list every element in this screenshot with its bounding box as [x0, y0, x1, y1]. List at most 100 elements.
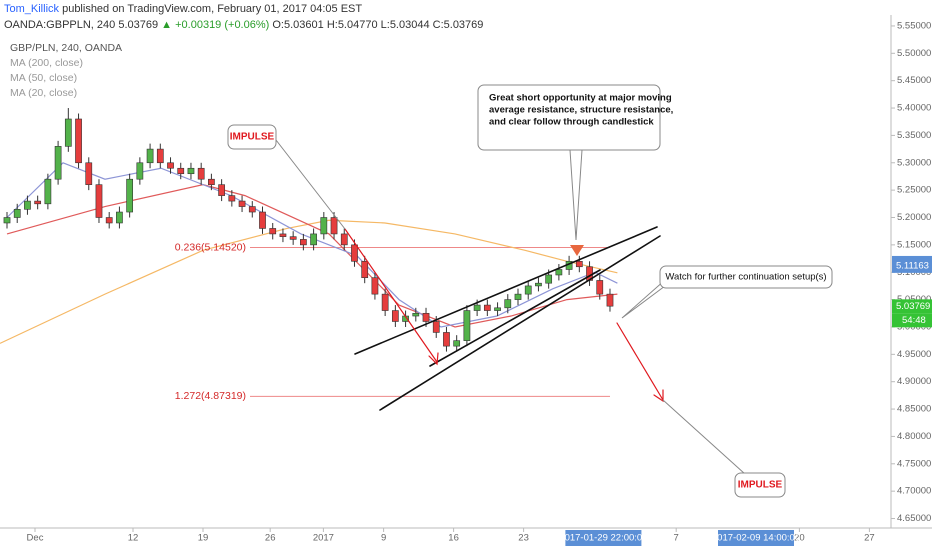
candle-body — [3, 217, 11, 224]
published: published on TradingView.com, February 0… — [62, 3, 362, 15]
candle-body — [208, 178, 215, 185]
candle-body — [545, 274, 553, 284]
candle-body — [575, 260, 583, 268]
candle-body — [504, 299, 512, 309]
callout-pointer — [621, 279, 666, 319]
x-highlight-label: 2017-02-09 14:00:00 — [712, 533, 800, 544]
x-tick-label: 26 — [265, 533, 276, 544]
symbol: OANDA:GBPPLN, 240 — [4, 19, 115, 31]
y-tick-label: 4.95000 — [897, 349, 931, 360]
candle-body — [422, 312, 430, 322]
candle-body — [156, 148, 164, 164]
header: Tom_Killick published on TradingView.com… — [4, 3, 362, 15]
price: 5.03769 — [118, 19, 158, 31]
candle-body — [44, 178, 52, 205]
candle-body — [443, 332, 450, 347]
trend-line — [429, 269, 601, 367]
low: L:5.03044 — [381, 19, 430, 31]
annotation: average resistance, structure resistance… — [489, 105, 673, 116]
y-tick-label: 5.35000 — [897, 130, 931, 141]
x-highlight — [565, 530, 642, 546]
plot — [0, 108, 618, 397]
x-tick-label: 9 — [381, 533, 386, 544]
candle-body — [463, 310, 471, 341]
quote: OANDA:GBPPLN, 240 5.03769 ▲ +0.00319 (+0… — [4, 19, 483, 31]
candle-body — [473, 304, 481, 311]
change: ▲ +0.00319 (+0.06%) — [161, 19, 269, 31]
candle-body — [524, 285, 532, 295]
candle-body — [75, 118, 82, 164]
y-tick-label: 4.65000 — [897, 513, 931, 524]
candle-body — [289, 236, 297, 240]
y-tick-label: 5.20000 — [897, 212, 931, 223]
candle-body — [95, 184, 103, 218]
author: Tom_Killick — [4, 3, 60, 15]
legend-entry: MA (20, close) — [10, 87, 77, 99]
down-marker — [570, 245, 584, 256]
candle-body — [187, 167, 195, 175]
y-tick-label: 5.45000 — [897, 75, 931, 86]
candle-body — [381, 293, 389, 311]
annotation: Watch for further continuation setup(s) — [665, 272, 826, 283]
callout-box — [477, 84, 661, 151]
annotation: Great short opportunity at major moving — [489, 93, 672, 104]
candle-body — [371, 277, 379, 295]
legend-entry: MA (50, close) — [10, 72, 77, 84]
fib-label: 0.236(5.14520) — [175, 241, 246, 253]
candle-body — [432, 321, 440, 333]
legend-entry: GBP/PLN, 240, OANDA — [10, 42, 122, 54]
arrow-head — [428, 352, 439, 366]
legend-entry: MA (200, close) — [10, 57, 83, 69]
candle-body — [412, 312, 420, 317]
trend-line — [379, 235, 661, 411]
candle-body — [85, 162, 93, 185]
candle-body — [279, 233, 287, 237]
trend-line — [354, 226, 658, 355]
candle-body — [351, 244, 358, 262]
x-tick-label: 27 — [864, 533, 875, 544]
y-tick-label: 4.75000 — [897, 458, 931, 469]
callout-line — [662, 399, 746, 475]
x-tick-label: 23 — [518, 533, 529, 544]
candle-body — [24, 200, 31, 210]
annotation: IMPULSE — [738, 480, 783, 491]
high: H:5.04770 — [327, 19, 378, 31]
candle-body — [330, 217, 338, 235]
x-tick-label: Dec — [27, 533, 44, 544]
candle-body — [535, 282, 542, 287]
y-tick-label: 5.50000 — [897, 48, 931, 59]
candle-body — [116, 211, 123, 224]
price-tag-label: 5.03769 — [896, 301, 930, 312]
y-tick-label: 4.70000 — [897, 486, 931, 497]
candle-body — [300, 239, 307, 246]
candle-body — [13, 208, 21, 218]
y-tick-label: 5.15000 — [897, 239, 931, 250]
candle-body — [228, 195, 236, 202]
y-tick-label: 5.40000 — [897, 103, 931, 114]
candle-body — [54, 146, 62, 180]
drawings — [227, 84, 833, 498]
fib-label: 1.272(4.87319) — [175, 390, 246, 402]
candle-body — [606, 293, 614, 307]
candle-body — [483, 304, 491, 311]
price-tag — [892, 258, 932, 273]
y-tick-label: 4.85000 — [897, 404, 931, 415]
callout-pointer — [569, 149, 583, 241]
price-tag — [892, 299, 932, 314]
candle-body — [146, 148, 154, 164]
candle-body — [391, 310, 399, 322]
close: C:5.03769 — [433, 19, 484, 31]
arrow-head — [653, 389, 664, 403]
candle-body — [340, 233, 348, 246]
y-tick-label: 4.80000 — [897, 431, 931, 442]
candle-body — [34, 200, 42, 205]
y-tick-label: 5.25000 — [897, 185, 931, 196]
countdown-label: 54:48 — [902, 315, 926, 326]
x-highlight-label: 2017-01-29 22:00:00 — [559, 533, 647, 544]
candle-body — [310, 233, 317, 246]
candle-body — [494, 307, 501, 311]
candle-body — [453, 340, 461, 347]
candle-body — [197, 167, 205, 180]
candle-body — [177, 167, 185, 175]
